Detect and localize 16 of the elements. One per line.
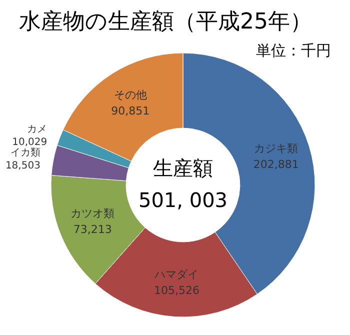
data-label: 18,503 — [5, 160, 40, 172]
slice-label: カメ — [27, 124, 48, 136]
data-label: 202,881 — [253, 158, 299, 171]
text: 生産額 — [153, 156, 213, 180]
data-label: 90,851 — [111, 104, 150, 118]
chart-subtitle: 単位：千円 — [256, 42, 331, 60]
slice-label: ハマダイ — [154, 268, 199, 281]
slice-label: イカ類 — [10, 146, 40, 158]
data-label: 73,213 — [73, 223, 112, 236]
slice-label: カジキ類 — [254, 142, 298, 155]
data-label: 10,029 — [12, 137, 48, 148]
chart-title: 水産物の生産額（平成25年） — [19, 10, 312, 34]
slice-label: その他 — [114, 88, 147, 102]
text: 501, 003 — [138, 188, 228, 212]
data-label: 105,526 — [154, 284, 200, 297]
slice-label: カツオ類 — [70, 207, 115, 220]
